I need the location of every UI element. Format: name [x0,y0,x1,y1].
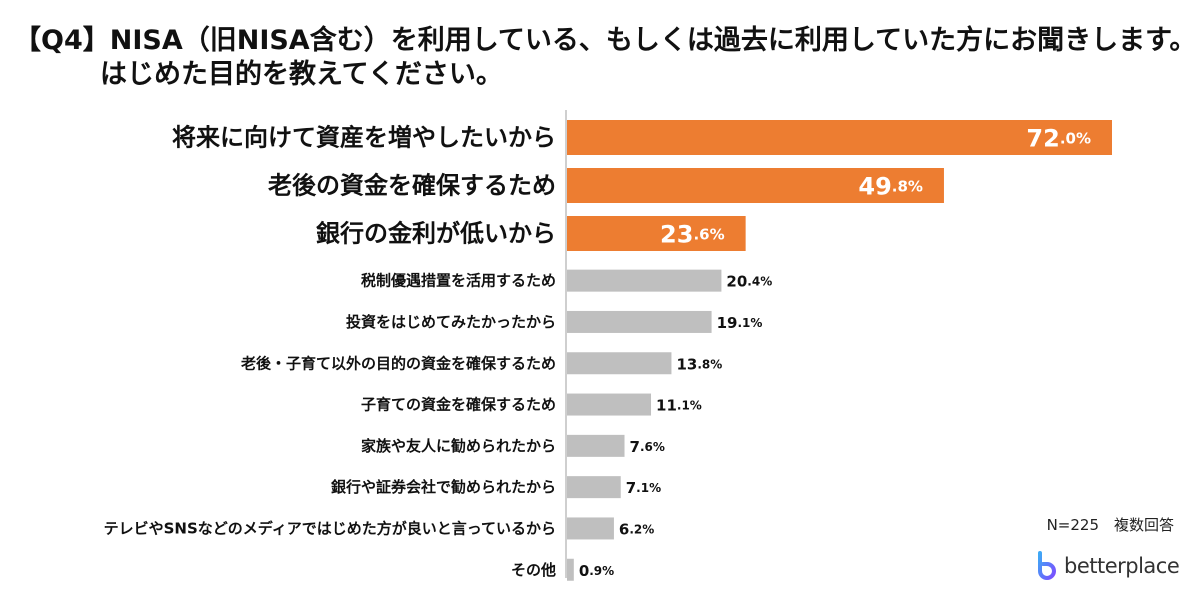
value-label: 11.1% [656,397,702,415]
category-label: 税制優遇措置を活用するため [361,272,556,290]
title-line-1: 【Q4】NISA（旧NISA含む）を利用している、もしくは過去に利用していた方に… [14,25,1197,56]
value-label: 72.0% [1026,125,1091,153]
bar [567,168,944,203]
value-label: 49.8% [858,173,923,201]
value-label: 23.6% [660,221,725,249]
title-line-2: はじめた目的を教えてください。 [100,59,503,90]
category-label: 老後の資金を確保するため [268,172,556,200]
bar [567,434,625,457]
bar [567,310,712,333]
sample-size-note: N=225 複数回答 [1046,516,1174,534]
value-label: 19.1% [717,314,763,332]
value-label: 13.8% [676,355,722,373]
bar [567,476,621,499]
bar [567,558,574,581]
bar [567,216,746,251]
category-label: 銀行や証券会社で勧められたから [331,478,556,496]
bar [567,393,652,416]
bar [567,352,672,375]
bar [567,120,1112,155]
value-label: 0.9% [579,562,614,580]
category-label: 家族や友人に勧められたから [361,437,556,455]
bar [567,517,614,540]
betterplace-logo-icon [1038,551,1056,580]
value-label: 7.1% [626,479,661,497]
category-label: テレビやSNSなどのメディアではじめた方が良いと言っているから [104,519,556,537]
chart-title: 【Q4】NISA（旧NISA含む）を利用している、もしくは過去に利用していた方に… [14,24,1197,92]
brand-name: betterplace [1064,554,1180,578]
category-label: その他 [511,561,556,579]
value-label: 20.4% [726,273,772,291]
value-label: 6.2% [619,520,654,538]
value-label: 7.6% [630,438,665,456]
category-label: 投資をはじめてみたかったから [346,313,556,331]
brand-logo: betterplace [1034,548,1194,584]
category-label: 老後・子育て以外の目的の資金を確保するため [240,354,556,372]
bar [567,269,722,292]
category-label: 子育ての資金を確保するため [361,396,556,414]
category-label: 将来に向けて資産を増やしたいから [172,124,556,152]
category-label: 銀行の金利が低いから [316,220,556,248]
